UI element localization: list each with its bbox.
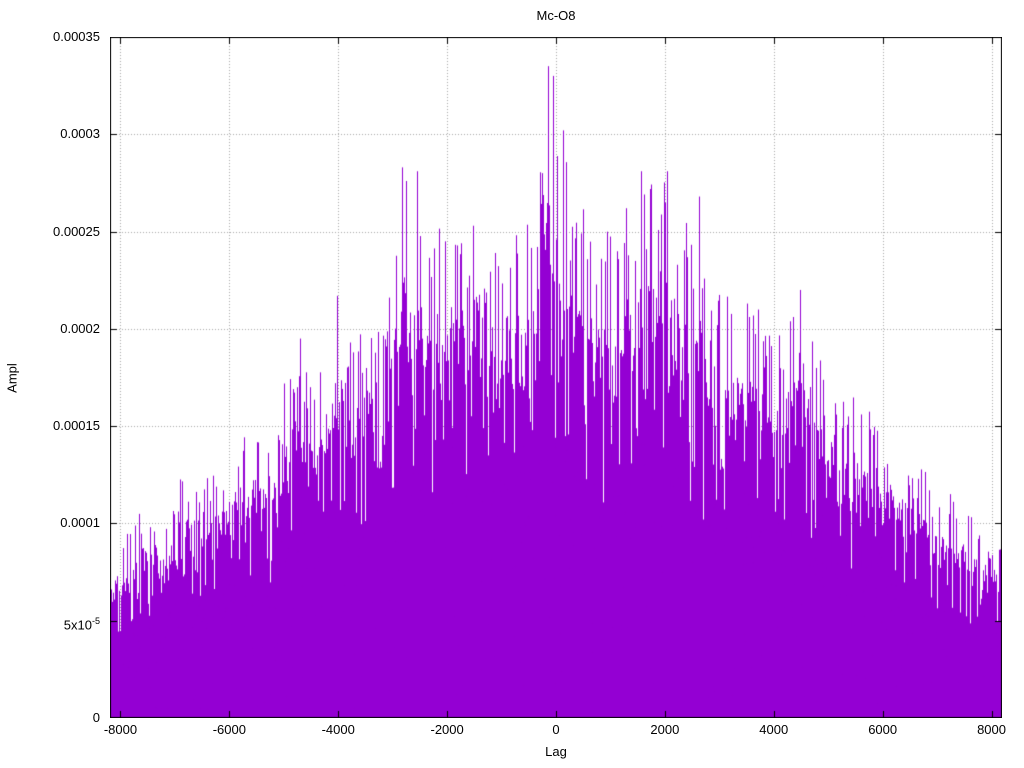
y-tick-exponent: -5 [91,615,100,626]
chart-title: Mc-O8 [536,8,576,23]
y-tick-label: 0.00015 [53,418,100,434]
x-tick-label: -2000 [430,722,464,737]
y-tick-label: 0.00025 [53,223,100,239]
x-axis-label: Lag [545,744,567,759]
y-tick-label: 0.0003 [60,126,100,142]
plot-area [110,37,1002,718]
x-tick-label: 4000 [759,722,789,737]
y-tick-label: 5x10-5 [63,615,100,633]
y-tick-label: 0.00035 [53,29,100,44]
x-tick-label: 8000 [977,722,1006,737]
y-tick-label: 0 [92,710,100,725]
x-tick-label: 6000 [868,722,898,737]
y-tick-label: 0.0002 [60,320,100,336]
plot-canvas [110,37,1002,718]
y-axis-label: Ampl [4,363,20,393]
x-tick-label: -6000 [212,722,246,737]
x-tick-label: 2000 [650,722,680,737]
y-tick-label: 0.0001 [60,515,100,531]
x-tick-label: -4000 [321,722,355,737]
x-tick-label: 0 [552,722,560,737]
x-tick-label: -8000 [103,722,138,737]
